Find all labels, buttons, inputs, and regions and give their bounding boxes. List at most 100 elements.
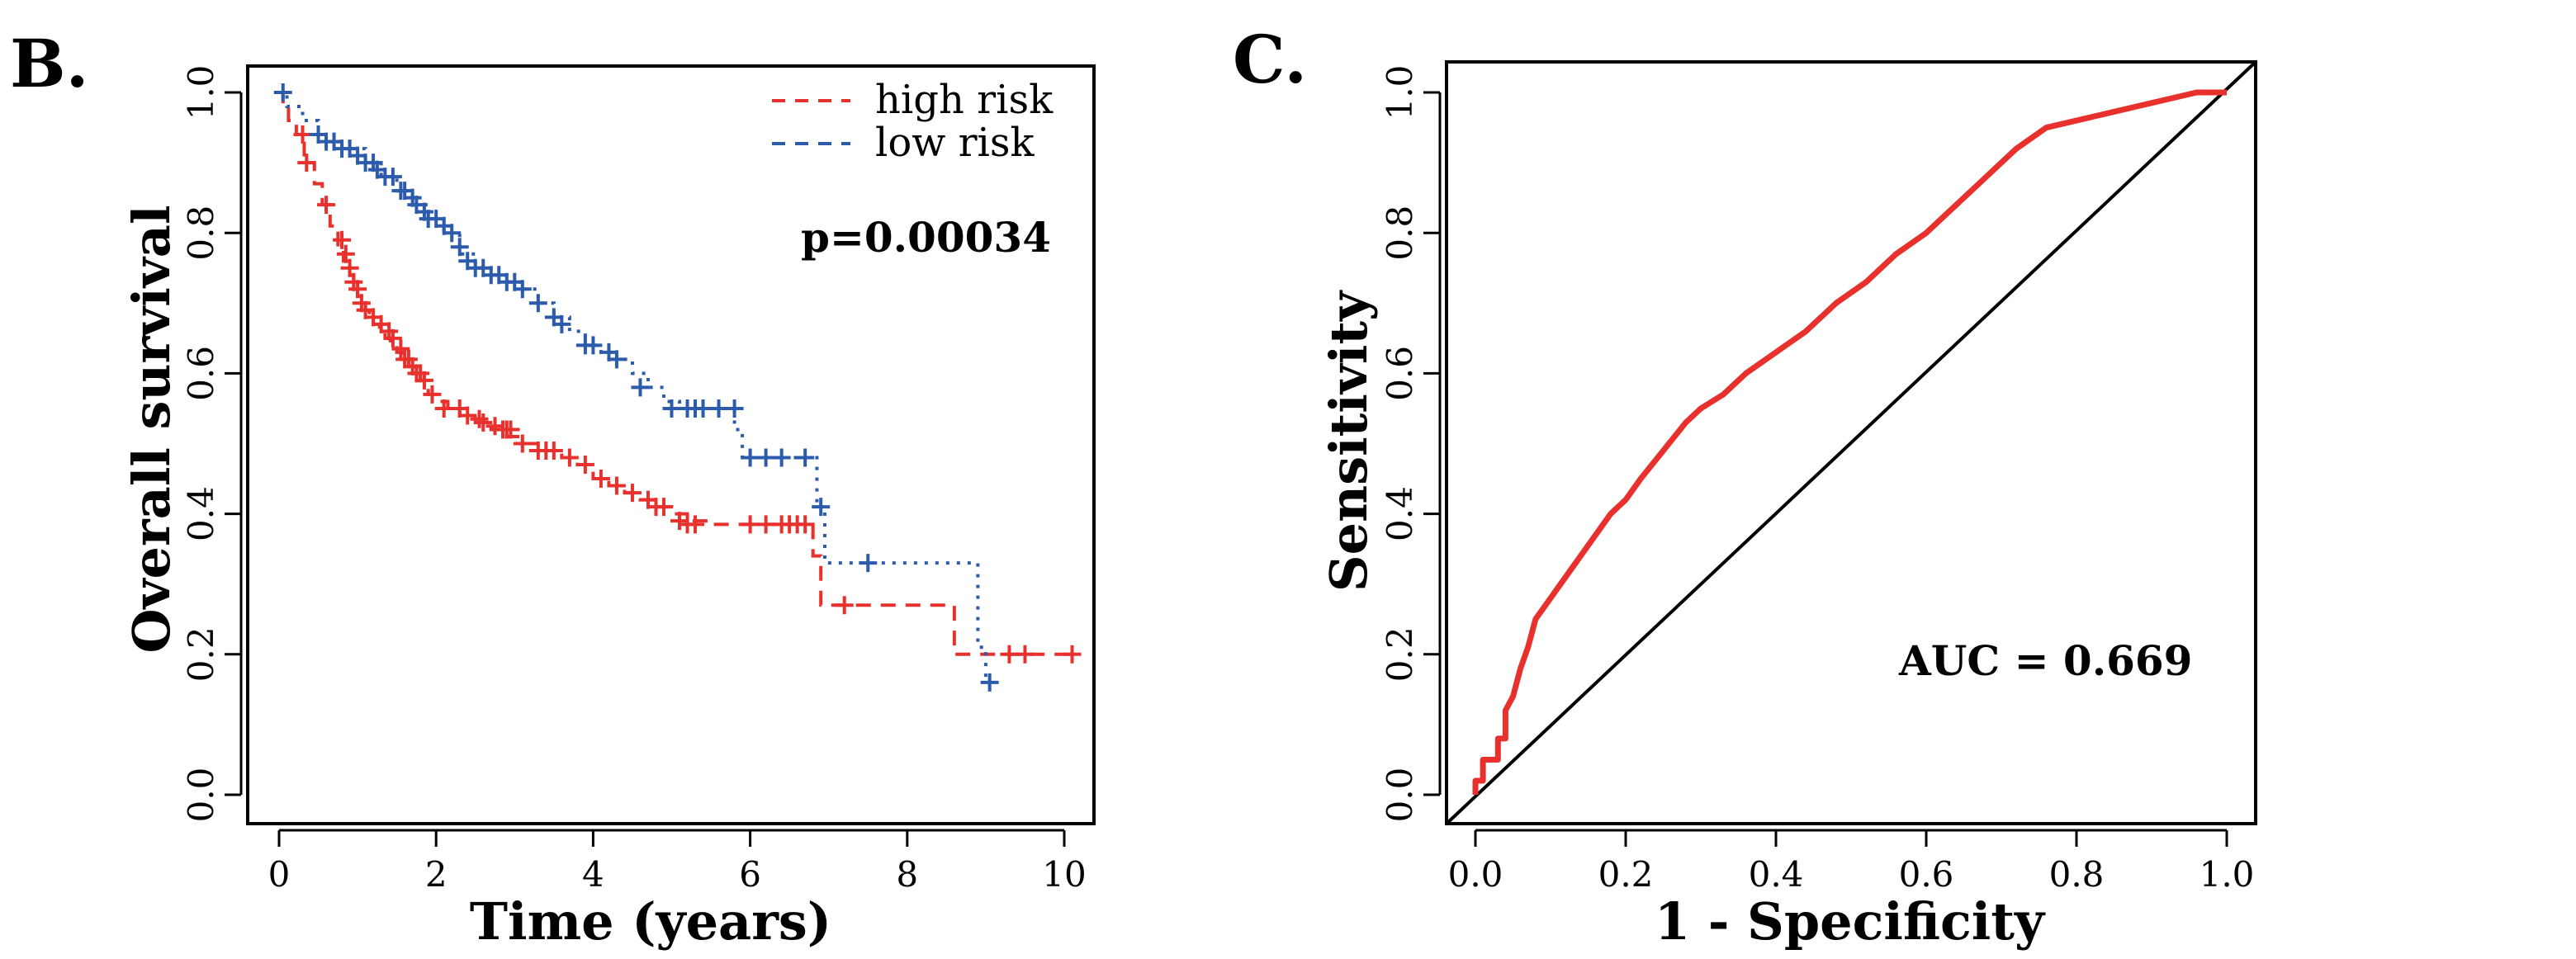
km-censor-mark [631,378,650,397]
km-censor-mark [812,498,831,517]
roc-y-tick-label: 0.4 [1380,486,1420,541]
km-censor-mark [694,399,713,418]
legend-low-risk-label: low risk [875,120,1035,166]
km-censor-mark [485,417,504,436]
km-censor-mark [980,673,999,692]
km-censor-mark [474,413,493,432]
panel-letter-c: C. [1233,21,1307,98]
km-x-tick-label: 0 [268,854,291,895]
km-censor-mark [383,328,402,347]
km-censor-mark [293,125,312,144]
km-censor-mark [623,484,642,503]
roc-reference-line [1445,60,2257,825]
panel-letter-b: B. [10,25,88,102]
km-censor-mark [391,339,410,358]
km-censor-mark [297,154,316,172]
km-censor-mark [513,434,532,453]
roc-x-tick-label: 1.0 [2200,854,2255,895]
km-censor-mark [796,448,815,467]
km-y-tick-label: 0.2 [181,626,221,682]
km-censor-mark [741,448,760,467]
km-censor-mark [423,385,442,404]
roc-x-tick-label: 0.8 [2049,854,2105,895]
km-censor-mark [575,456,594,475]
km-censor-mark [607,350,626,369]
km-x-axis-title: Time (years) [470,891,831,952]
km-censor-mark [552,314,571,333]
km-censor-mark [528,294,547,313]
km-x-tick-label: 10 [1042,854,1086,895]
roc-plot-frame [1445,60,2257,825]
km-censor-mark [336,244,355,263]
roc-x-tick-label: 0.6 [1899,854,1954,895]
km-censor-mark [725,399,744,418]
km-censor-mark [772,448,791,467]
roc-y-tick-label: 0.0 [1380,768,1420,823]
roc-x-axis-title: 1 - Specificity [1655,891,2046,952]
km-censor-mark [414,371,433,390]
km-censor-mark [670,512,689,531]
km-x-tick-label: 4 [582,854,604,895]
legend-high-risk-label: high risk [875,77,1054,123]
km-censor-mark [501,420,520,439]
km-censor-mark [584,336,603,355]
km-p-value: p=0.00034 [801,213,1051,262]
km-y-tick-label: 0.6 [181,346,221,401]
roc-auc-label: AUC = 0.669 [1898,636,2192,685]
km-curves [273,83,1082,692]
km-censor-mark [544,442,563,461]
km-censor-mark [756,448,775,467]
roc-y-tick-label: 1.0 [1380,65,1420,120]
km-censor-mark [1063,645,1082,664]
km-censor-mark [340,258,359,277]
roc-x-tick-label: 0.4 [1749,854,1804,895]
km-censor-mark [796,515,815,534]
km-censor-mark [383,168,402,187]
roc-x-tick-label: 0.2 [1598,854,1654,895]
km-y-tick-label: 0.8 [181,206,221,261]
km-censor-mark [450,238,469,257]
roc-x-tick-label: 0.0 [1448,854,1503,895]
km-y-tick-label: 1.0 [181,65,221,120]
km-censor-mark [470,409,489,428]
km-censor-mark [434,399,453,418]
km-x-tick-label: 6 [739,854,761,895]
km-x-tick-label: 8 [896,854,918,895]
km-censor-mark [1000,645,1019,664]
roc-y-tick-label: 0.2 [1380,626,1420,682]
roc-x-axis: 0.0 0.2 0.4 0.6 0.8 1.0 [1448,829,2255,895]
km-legend: high risk low risk [772,77,1054,166]
roc-y-tick-label: 0.8 [1380,206,1420,261]
km-censor-mark [859,554,878,573]
km-censor-mark [1016,645,1035,664]
km-censor-mark [273,83,292,102]
km-censor-mark [607,476,626,495]
km-censor-mark [443,224,462,243]
roc-curves [1445,60,2257,825]
roc-y-axis: 0.0 0.2 0.4 0.6 0.8 1.0 [1380,65,1442,823]
km-y-axis: 0.0 0.2 0.4 0.6 0.8 1.0 [181,65,243,823]
km-plot-frame [246,64,1096,825]
km-censor-mark [560,448,579,467]
km-censor-mark [741,515,760,534]
km-censor-mark [317,196,336,215]
km-y-tick-label: 0.4 [181,486,221,541]
km-censor-mark [591,470,610,489]
roc-panel: C. 0.0 0.2 0.4 0.6 0.8 1.0 0.0 0.2 0.4 0.6 0.8 1.0… [1233,21,2257,952]
km-censor-mark [513,280,532,299]
roc-y-tick-label: 0.6 [1380,346,1420,401]
km-censor-mark [654,498,673,517]
km-censor-mark [348,280,367,299]
km-panel: B. 0 2 4 6 8 10 0.0 0.2 0.4 0.6 0.8 1.0 Time (year… [10,25,1096,952]
km-censor-mark [333,230,352,249]
roc-curve [1472,89,2227,795]
km-y-axis-title: Overall survival [121,206,182,654]
km-censor-mark [709,399,728,418]
km-censor-mark [686,515,705,534]
km-x-axis: 0 2 4 6 8 10 [268,829,1087,895]
km-censor-mark [458,406,477,425]
roc-y-axis-title: Sensitivity [1319,290,1379,592]
km-y-tick-label: 0.0 [181,768,221,823]
km-x-tick-label: 2 [425,854,447,895]
km-censor-mark [662,399,681,418]
